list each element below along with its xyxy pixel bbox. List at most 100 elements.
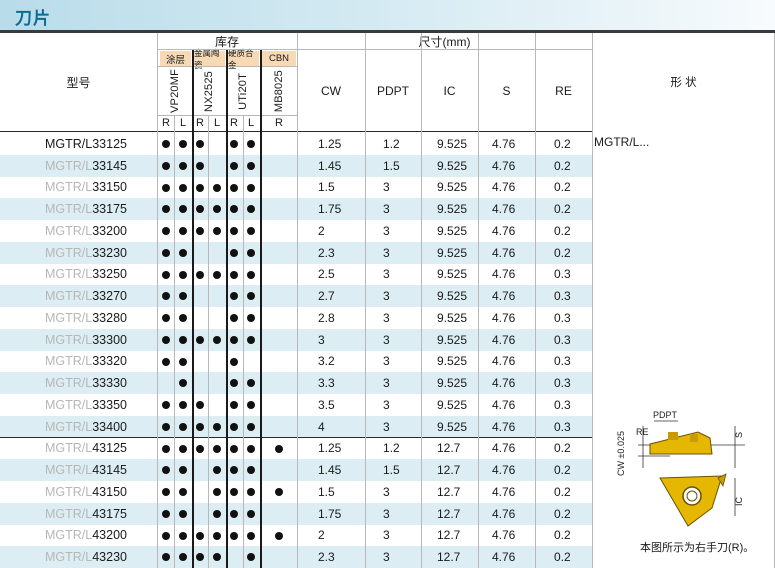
stock-dot: [196, 335, 204, 344]
table-row: MGTR/L 33320 3.2 3 9.525 4.76 0.3: [0, 351, 592, 373]
model-code: 33230: [92, 245, 127, 260]
stock-dot: [247, 379, 255, 388]
header-model: 型号: [66, 75, 91, 90]
cell-s: 4.76: [492, 506, 516, 521]
stock-dot: [179, 140, 187, 148]
hand-label: R: [196, 117, 204, 129]
model-code: 43145: [92, 463, 127, 478]
cell-ic: 9.525: [437, 289, 468, 304]
cell-pdpt: 3: [383, 223, 390, 238]
cell-pdpt: 3: [383, 397, 390, 412]
stock-dot: [179, 335, 187, 344]
stock-dot: [179, 270, 187, 279]
model-prefix: MGTR/L: [45, 484, 93, 499]
cell-ic: 12.7: [437, 441, 461, 456]
grid-vline: [421, 33, 422, 568]
stock-dot: [230, 335, 238, 344]
stock-dot: [196, 444, 204, 453]
model-name: MGTR/L 43230: [0, 546, 157, 568]
model-prefix: MGTR/L: [45, 506, 93, 521]
model-prefix: MGTR/L: [45, 202, 93, 217]
cell-cw: 4: [318, 419, 325, 434]
cell-s: 4.76: [492, 245, 516, 260]
group-cbn: CBN: [262, 51, 296, 66]
grade-vp20mf: VP20MF: [169, 69, 181, 113]
cell-cw: 1.45: [318, 158, 342, 173]
model-prefix: MGTR/L: [45, 136, 93, 151]
cell-ic: 9.525: [437, 267, 468, 282]
table-row: MGTR/L 33350 3.5 3 9.525 4.76 0.3: [0, 394, 592, 416]
grid-hline: [0, 436, 592, 438]
insert-diagram: PDPT RE CW ±0.025 S IC: [616, 410, 745, 527]
stock-dot: [162, 183, 170, 192]
cell-cw: 3.3: [318, 376, 335, 391]
cell-s: 4.76: [492, 528, 516, 543]
cell-re: 0.2: [554, 202, 571, 217]
stock-dot: [247, 401, 255, 409]
stock-dot: [275, 444, 283, 453]
grid-hline: [0, 131, 592, 132]
grade-nx2525-cell: NX2525: [192, 67, 226, 115]
table-row: MGTR/L 33200 2 3 9.525 4.76 0.2: [0, 220, 592, 242]
cell-re: 0.2: [554, 550, 571, 565]
stock-dot: [230, 401, 238, 409]
stock-dot: [196, 553, 204, 562]
stock-dot: [230, 488, 238, 496]
model-name: MGTR/L 33270: [0, 285, 157, 307]
cell-cw: 1.25: [318, 136, 342, 151]
cell-re: 0.2: [554, 528, 571, 543]
model-name: MGTR/L 33320: [0, 351, 157, 373]
stock-dot: [247, 422, 255, 431]
stock-dot: [247, 270, 255, 279]
model-prefix: MGTR/L: [45, 441, 93, 456]
model-code: 33150: [92, 180, 127, 195]
stock-dot: [213, 205, 221, 214]
cell-re: 0.3: [554, 354, 571, 369]
cell-ic: 9.525: [437, 397, 468, 412]
stock-dot: [179, 401, 187, 409]
group-cermet: 金属陶瓷: [194, 48, 225, 70]
table-row: MGTR/L 43200 2 3 12.7 4.76 0.2: [0, 525, 592, 547]
stock-dot: [162, 422, 170, 431]
stock-dot: [162, 531, 170, 540]
stock-dot: [230, 248, 238, 257]
stock-dot: [179, 379, 187, 388]
stock-dot: [247, 227, 255, 235]
stock-dot: [213, 509, 221, 518]
cell-s: 4.76: [492, 441, 516, 456]
hand-label: R: [230, 117, 238, 129]
grid-vline: [365, 33, 366, 568]
cell-s: 4.76: [492, 180, 516, 195]
stock-dot: [230, 270, 238, 279]
cell-pdpt: 3: [383, 202, 390, 217]
header-shape: 形 状: [670, 77, 697, 89]
cell-pdpt: 3: [383, 289, 390, 304]
stock-dot: [162, 248, 170, 257]
cell-re: 0.2: [554, 136, 571, 151]
model-prefix: MGTR/L: [45, 419, 93, 434]
grade-uti20t-cell: UTi20T: [226, 67, 260, 115]
cell-cw: 2.3: [318, 550, 335, 565]
grade-vp20mf-cell: VP20MF: [158, 67, 192, 115]
cell-re: 0.3: [554, 267, 571, 282]
grid-vline: [174, 115, 175, 568]
model-name: MGTR/L 43145: [0, 459, 157, 481]
model-name: MGTR/L 33350: [0, 394, 157, 416]
stock-dot: [213, 422, 221, 431]
cell-cw: 3: [318, 332, 325, 347]
model-prefix: MGTR/L: [45, 528, 93, 543]
stock-dot: [179, 488, 187, 496]
cell-cw: 2.5: [318, 267, 335, 282]
stock-dot: [247, 509, 255, 518]
cell-s: 4.76: [492, 376, 516, 391]
table-row: MGTR/L 33230 2.3 3 9.525 4.76 0.2: [0, 241, 592, 264]
model-name: MGTR/L 33330: [0, 372, 157, 394]
stock-dot: [162, 553, 170, 562]
stock-dot: [230, 140, 238, 148]
model-code: 33175: [92, 202, 127, 217]
cell-cw: 1.75: [318, 506, 342, 521]
stock-dot: [213, 183, 221, 192]
model-name: MGTR/L 33150: [0, 177, 157, 199]
grid-vline: [157, 33, 158, 568]
label-pdpt: PDPT: [653, 410, 678, 420]
